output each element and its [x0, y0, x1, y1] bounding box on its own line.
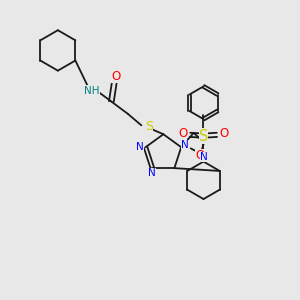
Text: O: O [195, 149, 204, 162]
Text: N: N [200, 152, 207, 162]
Text: O: O [178, 127, 187, 140]
Text: NH: NH [84, 85, 100, 96]
Text: N: N [148, 169, 156, 178]
Text: N: N [136, 142, 144, 152]
Text: O: O [220, 127, 229, 140]
Text: O: O [111, 70, 120, 83]
Text: S: S [145, 120, 153, 133]
Text: N: N [181, 140, 189, 150]
Text: S: S [199, 128, 208, 143]
